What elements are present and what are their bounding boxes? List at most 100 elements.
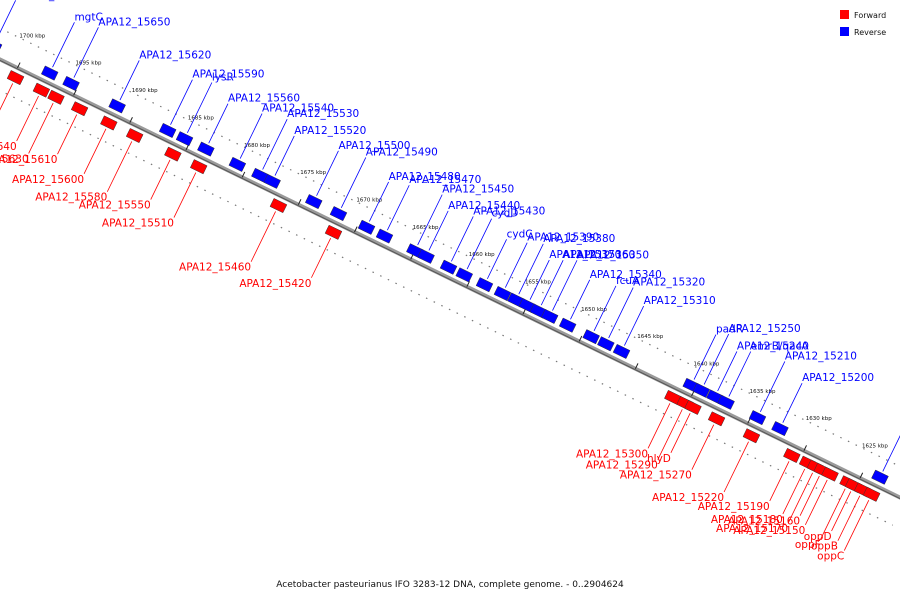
gene-label[interactable]: APA12_15390 bbox=[527, 232, 599, 244]
reverse-gene-block[interactable] bbox=[108, 98, 126, 114]
gene-label[interactable]: APA12_15340 bbox=[590, 269, 662, 281]
gene-label[interactable]: APA12_15460 bbox=[179, 262, 251, 274]
gene-label[interactable]: APA12_15220 bbox=[652, 492, 724, 504]
gene-label[interactable]: oppD bbox=[804, 531, 832, 543]
gene-label[interactable]: APA12_15480 bbox=[389, 171, 461, 183]
gene-label[interactable]: APA12_15270 bbox=[620, 470, 692, 482]
reverse-gene-block[interactable] bbox=[40, 65, 59, 81]
forward-gene-block[interactable] bbox=[189, 159, 208, 175]
reverse-gene-block[interactable] bbox=[439, 259, 458, 275]
gene-label[interactable]: APA12_15580 bbox=[35, 192, 107, 204]
gene-label[interactable]: oppF bbox=[795, 539, 821, 551]
forward-gene-block[interactable] bbox=[47, 89, 65, 105]
reverse-gene-block[interactable] bbox=[0, 39, 3, 53]
gene-label[interactable]: APA12_15450 bbox=[442, 184, 514, 196]
reverse-gene-block[interactable] bbox=[692, 382, 711, 398]
reverse-gene-block[interactable] bbox=[62, 75, 80, 92]
forward-gene-block[interactable] bbox=[164, 146, 182, 162]
forward-gene-block[interactable] bbox=[783, 447, 801, 464]
reverse-gene-block[interactable] bbox=[329, 206, 348, 222]
gene-label[interactable]: APA12_15540 bbox=[262, 103, 334, 115]
gene-label[interactable]: APA12_15160 bbox=[728, 516, 800, 528]
gene-label[interactable]: APA12_15650 bbox=[98, 16, 170, 28]
forward-gene-block[interactable] bbox=[100, 115, 118, 131]
forward-gene-block[interactable] bbox=[684, 399, 702, 415]
gene-label[interactable]: APA12_15310 bbox=[644, 295, 716, 307]
gene-label[interactable]: oppB bbox=[811, 541, 838, 553]
gene-label[interactable]: APA12_15600 bbox=[12, 174, 84, 186]
gene-label[interactable]: APA12_15440 bbox=[448, 200, 520, 212]
reverse-gene-block[interactable] bbox=[597, 336, 615, 352]
gene-label[interactable]: padR bbox=[716, 324, 743, 336]
reverse-gene-block[interactable] bbox=[582, 329, 600, 345]
forward-gene-block[interactable] bbox=[821, 466, 839, 482]
gene-label[interactable]: APA12_15530 bbox=[287, 108, 359, 120]
gene-label[interactable]: APA12_15170 bbox=[716, 523, 788, 535]
forward-gene-block[interactable] bbox=[70, 101, 89, 117]
gene-label[interactable]: APA12_15630 bbox=[0, 153, 29, 165]
gene-label[interactable]: mgtC bbox=[74, 11, 102, 23]
gene-label[interactable]: APA12_15550 bbox=[79, 200, 151, 212]
gene-label[interactable]: oppC bbox=[817, 551, 844, 563]
forward-gene-block[interactable] bbox=[6, 70, 25, 86]
reverse-gene-block[interactable] bbox=[375, 228, 394, 244]
gene-label[interactable]: APA12_15370 bbox=[549, 249, 621, 261]
reverse-gene-block[interactable] bbox=[717, 394, 735, 410]
gene-label[interactable]: APA12_15320 bbox=[633, 277, 705, 289]
reverse-gene-block[interactable] bbox=[455, 267, 474, 283]
forward-gene-block[interactable] bbox=[707, 411, 726, 427]
gene-label[interactable]: APA12_15590 bbox=[192, 69, 264, 81]
gene-label[interactable]: APA12_15300 bbox=[576, 448, 648, 460]
forward-gene-block[interactable] bbox=[324, 224, 343, 240]
gene-label[interactable]: APA12_15190 bbox=[698, 501, 770, 513]
gene-label[interactable]: APA12_15210 bbox=[785, 350, 857, 362]
gene-label[interactable]: APA12_15640 bbox=[0, 141, 17, 153]
gene-label[interactable]: APA12_15510 bbox=[102, 218, 174, 230]
gene-label[interactable]: cydC bbox=[507, 228, 533, 240]
reverse-gene-block[interactable] bbox=[357, 219, 376, 235]
reverse-gene-block[interactable] bbox=[748, 410, 767, 426]
gene-label[interactable]: APA12_15430 bbox=[473, 205, 545, 217]
gene-label[interactable]: APA12_15560 bbox=[228, 93, 300, 105]
gene-label[interactable]: APA12_15200 bbox=[802, 372, 874, 384]
gene-label[interactable]: lysR bbox=[212, 72, 234, 84]
gene-label[interactable]: APA12_15610 bbox=[0, 154, 57, 166]
reverse-gene-block[interactable] bbox=[612, 343, 631, 359]
reverse-gene-block[interactable] bbox=[158, 122, 177, 139]
gene-label[interactable]: hlyD bbox=[647, 453, 671, 465]
gene-label[interactable]: APA12_15470 bbox=[409, 174, 481, 186]
gene-label[interactable]: APA12_15360 bbox=[563, 249, 635, 261]
reverse-gene-block[interactable] bbox=[871, 469, 889, 485]
reverse-gene-block[interactable] bbox=[417, 248, 435, 264]
reverse-gene-block[interactable] bbox=[493, 285, 512, 302]
gene-label[interactable]: APA12_15350 bbox=[577, 249, 649, 261]
forward-gene-block[interactable] bbox=[269, 198, 288, 214]
gene-label[interactable]: APA12_15250 bbox=[729, 323, 801, 335]
reverse-gene-block[interactable] bbox=[175, 131, 194, 147]
reverse-gene-block[interactable] bbox=[197, 141, 215, 157]
gene-label[interactable]: APA12_15380 bbox=[543, 233, 615, 245]
reverse-gene-block[interactable] bbox=[304, 194, 323, 210]
gene-label[interactable]: APA12_15520 bbox=[294, 125, 366, 137]
reverse-gene-block[interactable] bbox=[771, 421, 789, 437]
forward-gene-block[interactable] bbox=[32, 82, 51, 98]
reverse-gene-block[interactable] bbox=[228, 156, 247, 172]
forward-gene-block[interactable] bbox=[125, 128, 144, 144]
gene-label[interactable]: APA12_15500 bbox=[338, 140, 410, 152]
gene-label[interactable]: APA12_15180 bbox=[711, 514, 783, 526]
gene-label[interactable]: cydD bbox=[492, 208, 519, 220]
gene-label[interactable]: APA12_15680 bbox=[16, 0, 88, 1]
reverse-gene-block[interactable] bbox=[558, 317, 577, 333]
reverse-gene-block[interactable] bbox=[263, 173, 281, 189]
gene-label[interactable]: APA12_15290 bbox=[586, 460, 658, 472]
gene-label[interactable]: APA12_15620 bbox=[139, 49, 211, 61]
gene-label[interactable]: fcuA bbox=[616, 275, 640, 287]
gene-label[interactable]: APA12_15490 bbox=[366, 146, 438, 158]
gene-label[interactable]: APA12_15240 bbox=[737, 340, 809, 352]
gene-label[interactable]: APA12_15150 bbox=[733, 525, 805, 537]
forward-gene-block[interactable] bbox=[742, 428, 761, 444]
forward-gene-block[interactable] bbox=[862, 486, 881, 502]
gene-label[interactable]: APA12_15420 bbox=[239, 278, 311, 290]
gene-label[interactable]: emrB/qacA bbox=[751, 341, 810, 353]
reverse-gene-block[interactable] bbox=[475, 277, 494, 293]
